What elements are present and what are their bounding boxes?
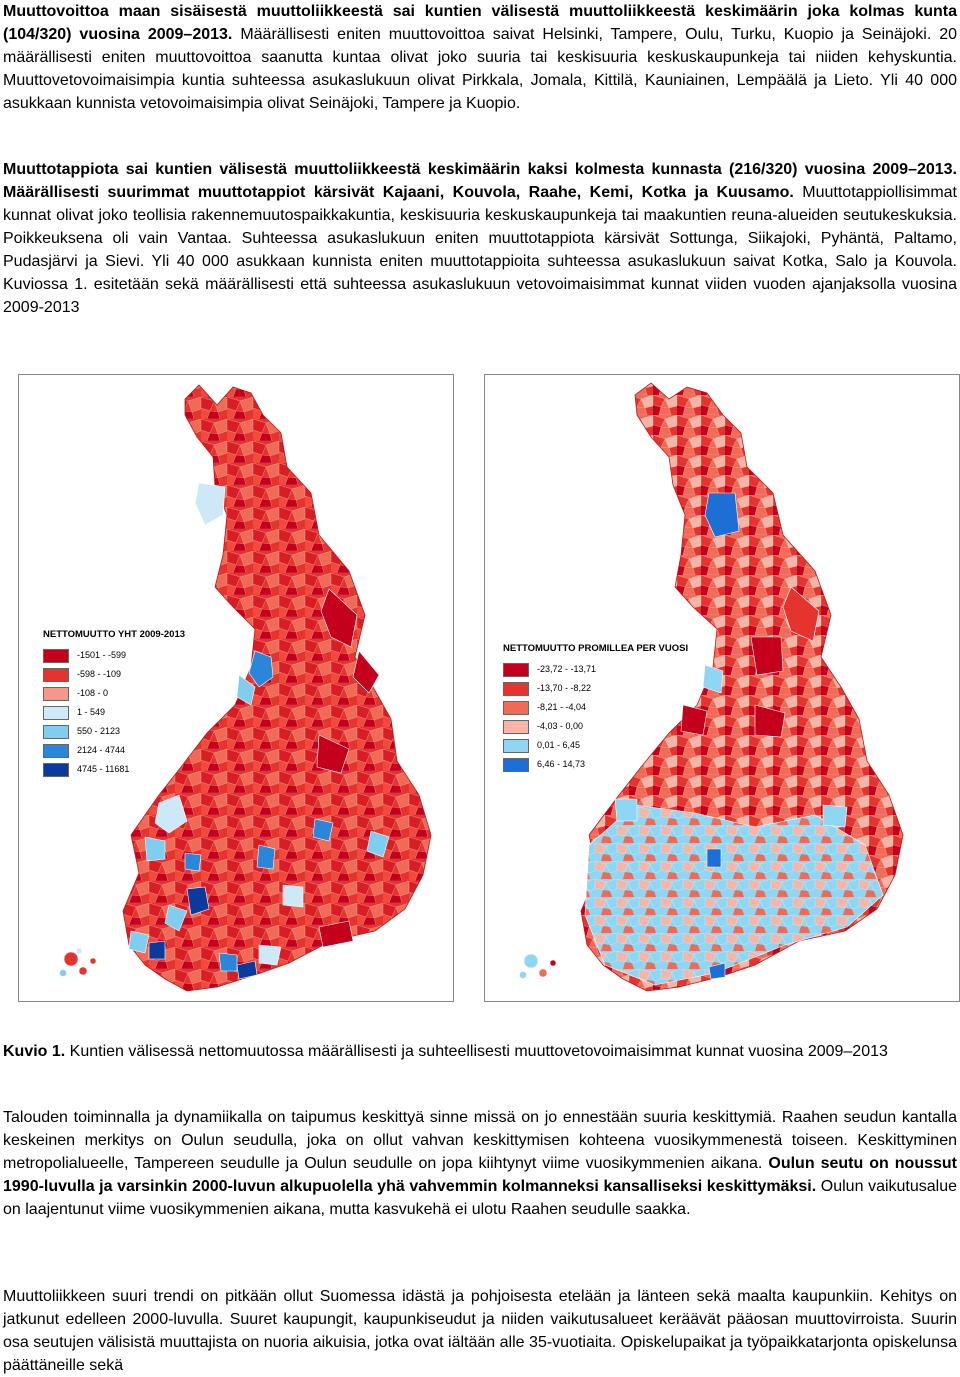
per-mille-legend-label: -8,21 - -4,04 [537, 702, 587, 712]
figure-caption-label: Kuvio 1. [3, 1043, 66, 1060]
aland-islands-per-mille [519, 953, 557, 979]
region-jyvaskyla [256, 844, 276, 870]
map-net-migration-per-mille: NETTOMUUTTO PROMILLEA PER VUOSI -23,72 -… [484, 374, 960, 1002]
region-kajaani [316, 734, 350, 774]
region-helsinki-blue [708, 962, 726, 980]
total-legend-label: 4745 - 11681 [77, 764, 130, 774]
region-tampere-ring [164, 904, 188, 932]
legend-title-total: NETTOMUUTTO YHT 2009-2013 [43, 629, 186, 640]
region-helsinki-ring [218, 952, 238, 972]
region-kittila [704, 492, 740, 538]
region-uusimaa [258, 944, 282, 966]
region-north-east [782, 586, 820, 642]
total-legend-swatch [43, 648, 69, 663]
paragraph-migration-trend-body: Muuttoliikkeen suuri trendi on pitkään o… [3, 1288, 957, 1374]
per-mille-legend-swatch [503, 681, 529, 696]
region-tampere-blue [706, 848, 722, 868]
region-joensuu [366, 830, 390, 858]
total-legend-swatch [43, 686, 69, 701]
region-southeast [318, 920, 354, 948]
per-mille-legend-swatch [503, 757, 529, 772]
figure-caption-text: Kuntien välisessä nettomuutossa määrälli… [65, 1043, 888, 1060]
total-legend-swatch [43, 705, 69, 720]
region-west-coast [154, 794, 188, 834]
region-lahti-area [282, 884, 304, 908]
map-net-migration-total: NETTOMUUTTO YHT 2009-2013 -1501 - -599 -5… [18, 374, 454, 1002]
paragraph-migration-loss-lead: Muuttotappiota sai kuntien välisestä muu… [3, 161, 957, 201]
total-legend-row: 550 - 2123 [43, 722, 185, 741]
region-helsinki [236, 960, 258, 980]
per-mille-legend-label: -13,70 - -8,22 [537, 683, 592, 693]
total-legend-row: -1501 - -599 [43, 646, 185, 665]
per-mille-legend-row: 0,01 - 6,45 [503, 736, 688, 755]
region-north-dark [320, 588, 358, 648]
region-pohjanmaa-dark [680, 704, 708, 736]
region-west-blue [614, 798, 638, 822]
total-legend-row: -108 - 0 [43, 684, 185, 703]
region-turku-ring [128, 930, 150, 954]
per-mille-legend-row: -13,70 - -8,22 [503, 679, 688, 698]
paragraph-concentration-body: Talouden toiminnalla ja dynamiikalla on … [3, 1109, 957, 1172]
region-tampere [186, 886, 210, 916]
total-legend-label: -1501 - -599 [77, 650, 127, 660]
per-mille-legend-row: -23,72 - -13,71 [503, 660, 688, 679]
per-mille-legend-label: -23,72 - -13,71 [537, 664, 597, 674]
region-oulu-coast-blue [702, 664, 724, 694]
per-mille-legend-swatch [503, 662, 529, 677]
total-legend-label: 550 - 2123 [77, 726, 121, 736]
total-legend-swatch [43, 762, 69, 777]
region-oulu-ring [236, 674, 256, 706]
per-mille-legend-label: 6,46 - 14,73 [537, 759, 586, 769]
figure-caption: Kuvio 1. Kuntien välisessä nettomuutossa… [3, 1040, 888, 1063]
region-turku [148, 940, 166, 960]
region-vaasa [144, 836, 166, 862]
per-mille-legend-label: 0,01 - 6,45 [537, 740, 581, 750]
finland-map-total [59, 384, 432, 992]
legend-net-migration-total: NETTOMUUTTO YHT 2009-2013 -1501 - -599 -5… [43, 625, 185, 779]
total-legend-label: -108 - 0 [77, 688, 109, 698]
per-mille-legend-swatch [503, 738, 529, 753]
per-mille-legend-swatch [503, 700, 529, 715]
region-east-blue [822, 804, 848, 828]
region-kuusamo [352, 650, 380, 694]
legend-items-per-mille: -23,72 - -13,71 -13,70 - -8,22 -8,21 - -4,… [503, 660, 688, 774]
paragraph-migration-gain: Muuttovoittoa maan sisäisestä muuttoliik… [3, 0, 957, 115]
per-mille-legend-row: 6,46 - 14,73 [503, 755, 688, 774]
region-south-mixed [584, 804, 884, 986]
per-mille-legend-label: -4,03 - 0,00 [537, 721, 584, 731]
paragraph-migration-gain-body: Määrällisesti eniten muuttovoittoa saiva… [3, 26, 958, 112]
paragraph-migration-loss-body: Muuttotappiollisimmat kunnat olivat joko… [3, 184, 958, 316]
legend-title-per-mille: NETTOMUUTTO PROMILLEA PER VUOSI [503, 643, 689, 654]
legend-net-migration-per-mille: NETTOMUUTTO PROMILLEA PER VUOSI -23,72 -… [503, 639, 688, 774]
total-legend-row: -598 - -109 [43, 665, 185, 684]
paragraph-concentration: Talouden toiminnalla ja dynamiikalla on … [3, 1106, 957, 1221]
aland-islands-total [59, 947, 97, 977]
paragraph-concentration-highlight: Oulun seutu on noussut 1990-luvulla ja v… [3, 1155, 958, 1195]
region-kuopio [312, 818, 334, 842]
legend-items-total: -1501 - -599 -598 - -109 -108 - 0 1 - 549 55… [43, 646, 185, 779]
total-legend-swatch [43, 724, 69, 739]
per-mille-legend-row: -8,21 - -4,04 [503, 698, 688, 717]
region-seinajoki [184, 852, 202, 872]
finland-map-per-mille [519, 382, 904, 992]
region-kainuu [754, 704, 786, 738]
total-legend-label: 1 - 549 [77, 707, 106, 717]
paragraph-migration-loss: Muuttotappiota sai kuntien välisestä muu… [3, 158, 957, 319]
total-legend-row: 1 - 549 [43, 703, 185, 722]
region-lapland-south [750, 636, 784, 676]
per-mille-legend-row: -4,03 - 0,00 [503, 717, 688, 736]
region-enontekio [194, 482, 226, 526]
total-legend-swatch [43, 667, 69, 682]
total-legend-label: 2124 - 4744 [77, 745, 126, 755]
total-legend-label: -598 - -109 [77, 669, 122, 679]
total-legend-row: 4745 - 11681 [43, 760, 185, 779]
paragraph-concentration-end: Oulun vaikutusalue on laajentunut viime … [3, 1178, 958, 1218]
per-mille-legend-swatch [503, 719, 529, 734]
paragraph-migration-gain-lead: Muuttovoittoa maan sisäisestä muuttoliik… [3, 3, 957, 43]
paragraph-migration-trend: Muuttoliikkeen suuri trendi on pitkään o… [3, 1285, 957, 1377]
total-legend-swatch [43, 743, 69, 758]
total-legend-row: 2124 - 4744 [43, 741, 185, 760]
region-oulu [248, 650, 274, 688]
